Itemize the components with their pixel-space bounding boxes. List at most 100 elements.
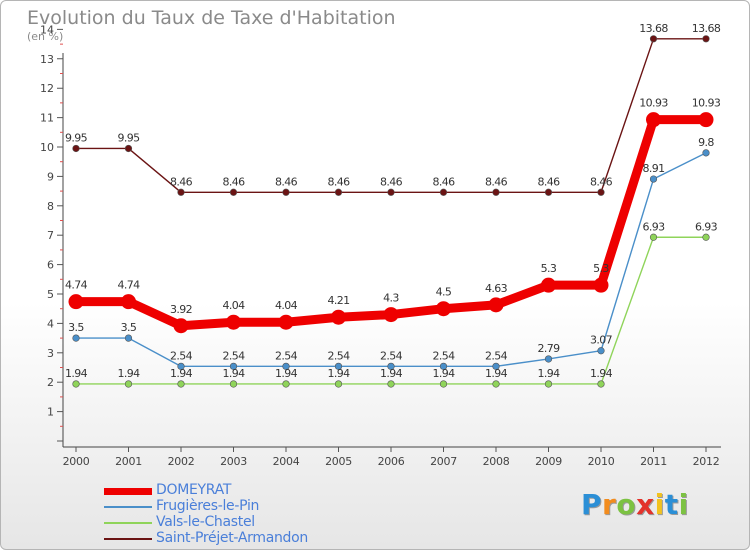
x-tick-label: 2012 <box>693 455 720 468</box>
data-point <box>439 188 448 196</box>
data-label: 4.3 <box>383 292 399 305</box>
x-tick-label: 2009 <box>535 455 562 468</box>
data-point <box>698 112 714 128</box>
x-tick-label: 2008 <box>483 455 510 468</box>
data-label: 13.68 <box>692 22 721 35</box>
data-label: 1.94 <box>537 367 560 380</box>
x-tick-label: 2006 <box>378 455 405 468</box>
x-tick-label: 2010 <box>588 455 615 468</box>
data-label: 9.95 <box>117 131 140 144</box>
data-label: 4.74 <box>65 279 88 292</box>
data-point <box>229 188 238 196</box>
data-label: 8.46 <box>537 175 560 188</box>
y-tick-label: 8 <box>47 200 54 213</box>
data-label: 8.46 <box>222 175 245 188</box>
data-label: 5.3 <box>541 262 557 275</box>
data-point <box>282 380 290 388</box>
data-label: 8.46 <box>432 175 455 188</box>
data-point <box>383 307 399 323</box>
data-point <box>649 233 658 241</box>
data-point <box>541 277 556 293</box>
data-label: 1.94 <box>117 367 140 380</box>
data-label: 10.93 <box>639 97 668 110</box>
data-label: 8.46 <box>275 175 298 188</box>
y-tick-label: 7 <box>47 229 54 242</box>
data-point <box>331 309 346 325</box>
x-tick-label: 2011 <box>640 455 667 468</box>
y-tick-label: 1 <box>47 406 54 419</box>
data-point <box>334 362 343 370</box>
data-point <box>439 362 448 370</box>
data-point <box>278 314 294 330</box>
data-point <box>544 355 553 363</box>
data-point <box>72 380 80 388</box>
y-tick-label: 10 <box>40 141 54 154</box>
data-point <box>387 362 395 370</box>
data-label: 8.46 <box>590 175 613 188</box>
data-point <box>124 144 133 153</box>
data-label: 2.54 <box>275 349 298 362</box>
y-tick-label: 2 <box>47 376 54 389</box>
y-tick-label: 5 <box>47 288 54 301</box>
logo-letter: i <box>678 488 689 521</box>
data-label: 8.91 <box>642 162 664 175</box>
data-label: 1.94 <box>275 367 298 380</box>
data-point <box>702 35 710 43</box>
data-point <box>124 334 133 342</box>
data-point <box>173 318 189 334</box>
data-point <box>229 362 238 370</box>
data-label: 2.54 <box>327 349 350 362</box>
data-label: 6.93 <box>642 220 665 233</box>
data-label: 2.54 <box>432 349 455 362</box>
data-label: 2.54 <box>380 349 403 362</box>
data-label: 1.94 <box>590 367 613 380</box>
legend-swatch <box>104 538 152 540</box>
chart-subtitle: (en %) <box>27 30 64 43</box>
legend-swatch <box>104 488 152 495</box>
data-label: 1.94 <box>485 367 508 380</box>
x-tick-label: 2000 <box>63 455 90 468</box>
data-label: 9.8 <box>698 136 714 149</box>
data-point <box>544 380 553 388</box>
data-point <box>492 380 500 388</box>
data-point <box>702 233 710 241</box>
logo-letter: P <box>581 488 603 521</box>
data-label: 2.54 <box>222 349 245 362</box>
data-label: 4.74 <box>117 279 140 292</box>
x-tick-label: 2001 <box>115 455 142 468</box>
data-label: 4.21 <box>327 294 349 307</box>
data-label: 4.5 <box>436 286 452 299</box>
y-tick-label: 6 <box>47 259 54 272</box>
data-label: 1.94 <box>170 367 193 380</box>
y-tick-label: 3 <box>47 347 54 360</box>
data-point <box>544 188 553 196</box>
x-tick-label: 2002 <box>168 455 195 468</box>
chart-title: Evolution du Taux de Taxe d'Habitation <box>27 7 396 29</box>
data-point <box>72 144 80 153</box>
data-point <box>702 149 710 157</box>
data-point <box>649 175 658 183</box>
data-label: 8.46 <box>485 175 508 188</box>
y-tick-label: 11 <box>40 112 54 125</box>
data-label: 13.68 <box>639 22 668 35</box>
data-label: 4.04 <box>275 299 298 312</box>
x-tick-label: 2003 <box>220 455 247 468</box>
data-label: 1.94 <box>380 367 403 380</box>
data-label: 1.94 <box>432 367 455 380</box>
x-tick-label: 2005 <box>325 455 352 468</box>
y-tick-label: 14 <box>40 23 54 36</box>
data-label: 5.3 <box>593 262 609 275</box>
data-point <box>597 380 605 388</box>
x-tick-label: 2007 <box>430 455 457 468</box>
data-label: 2.54 <box>485 349 508 362</box>
data-label: 3.5 <box>121 321 137 334</box>
data-label: 4.63 <box>485 282 508 295</box>
data-point <box>334 188 343 196</box>
legend-label: Saint-Préjet-Armandon <box>156 530 308 546</box>
data-point <box>646 112 661 128</box>
data-label: 8.46 <box>327 175 350 188</box>
x-tick-label: 2004 <box>273 455 300 468</box>
data-label: 1.94 <box>65 367 88 380</box>
